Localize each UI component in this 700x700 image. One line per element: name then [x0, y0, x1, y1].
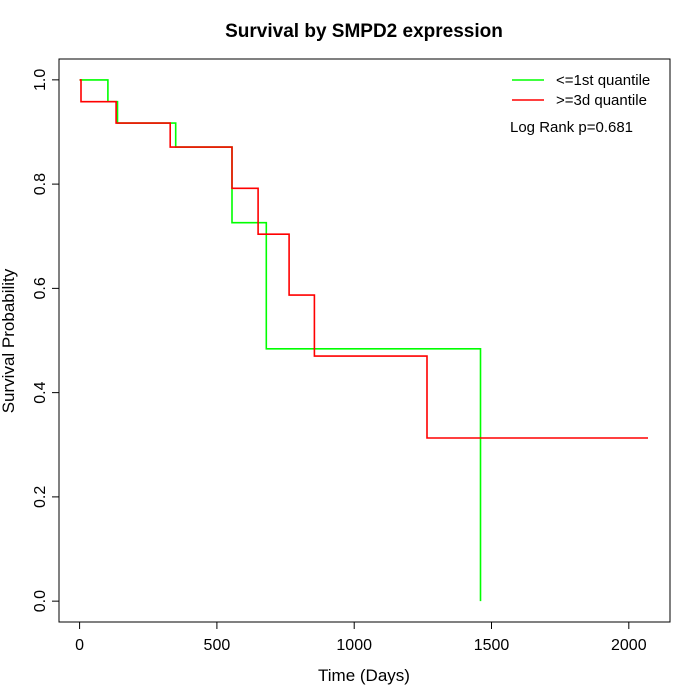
series-line-2	[79, 79, 648, 439]
x-tick-label: 500	[204, 637, 231, 654]
log-rank-annotation: Log Rank p=0.681	[510, 119, 633, 136]
x-tick-label: 0	[75, 637, 84, 654]
y-tick-label: 0.8	[32, 173, 49, 195]
y-tick-label: 0.2	[32, 486, 49, 508]
y-tick-label: 0.6	[32, 277, 49, 299]
plot-frame	[58, 58, 671, 623]
chart-title: Survival by SMPD2 expression	[225, 21, 503, 42]
survival-curves	[79, 79, 648, 602]
legend-label-2: >=3d quantile	[556, 92, 647, 109]
series-line-1	[79, 79, 482, 602]
y-tick-label: 0.4	[32, 381, 49, 403]
y-axis: 0.0 0.2 0.4 0.6 0.8 1.0	[32, 69, 60, 612]
x-tick-label: 1500	[474, 637, 510, 654]
x-axis-label: Time (Days)	[318, 666, 410, 685]
legend: <=1st quantile >=3d quantile	[512, 72, 650, 109]
x-axis: 0 500 1000 1500 2000	[75, 621, 647, 654]
y-tick-label: 0.0	[32, 590, 49, 612]
x-tick-label: 2000	[611, 637, 647, 654]
legend-label-1: <=1st quantile	[556, 72, 650, 89]
x-tick-label: 1000	[336, 637, 372, 654]
y-tick-label: 1.0	[32, 69, 49, 91]
y-axis-label: Survival Probability	[0, 268, 18, 413]
